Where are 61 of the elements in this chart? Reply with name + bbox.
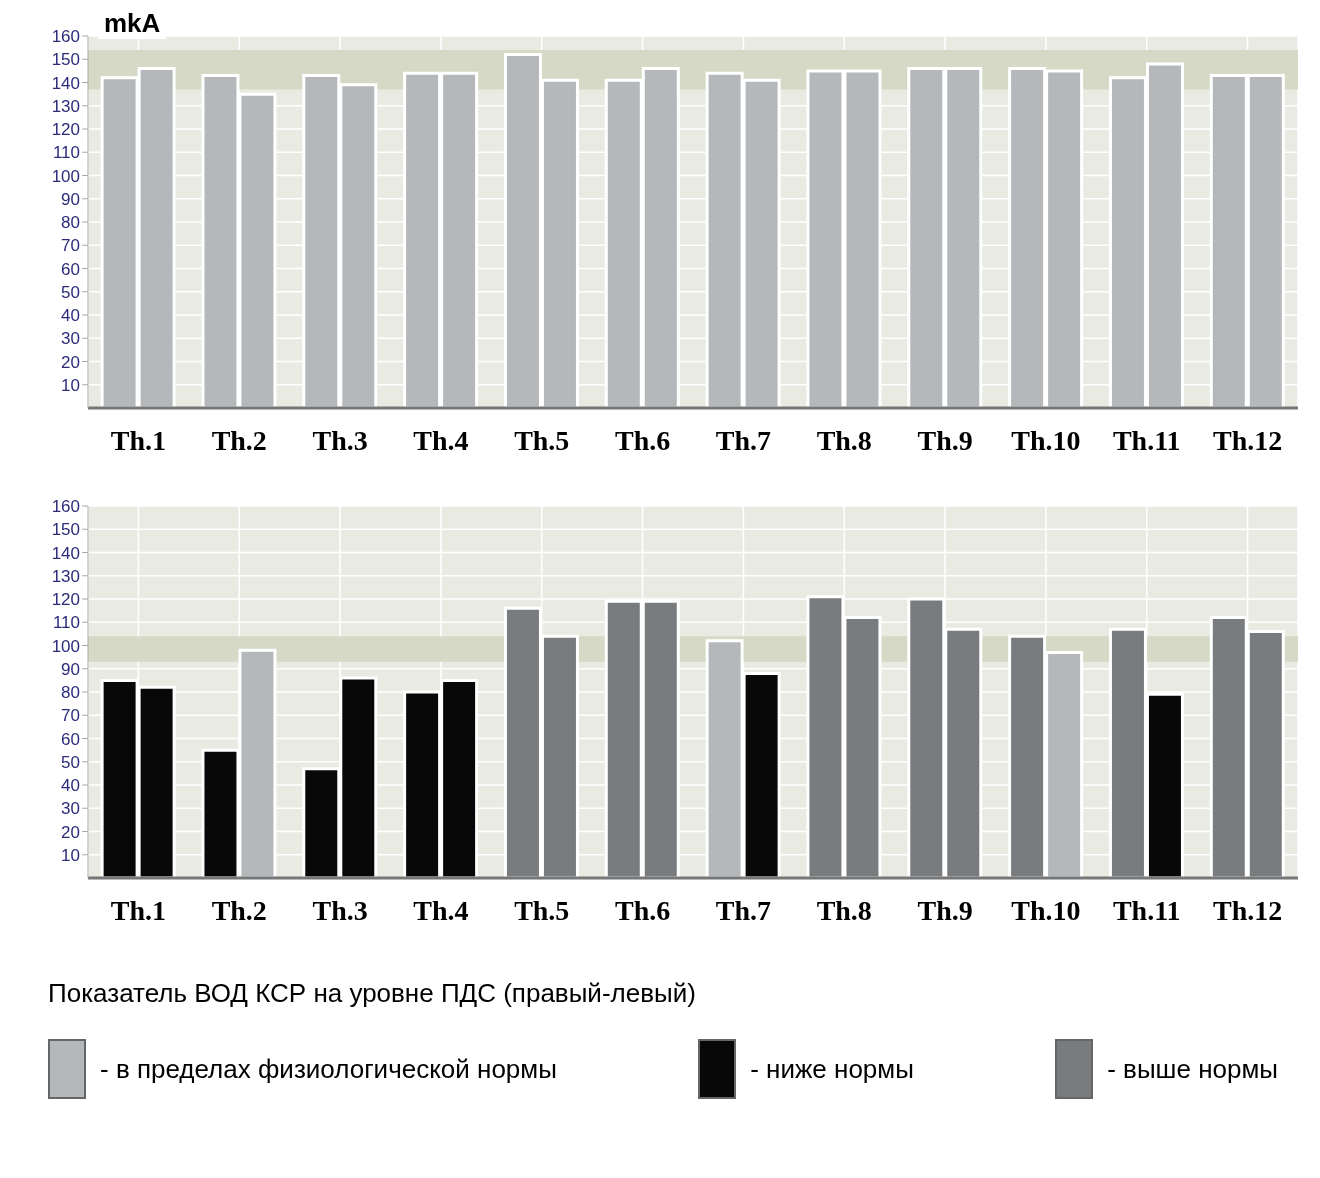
- y-tick-label: 120: [51, 590, 80, 610]
- x-tick-label: Th.10: [1011, 894, 1081, 926]
- x-tick-label: Th.6: [614, 894, 671, 926]
- y-tick-label: 20: [61, 822, 80, 842]
- x-tick-label: Th.7: [715, 424, 772, 456]
- x-tick-label: Th.8: [816, 424, 872, 456]
- x-tick-label: Th.6: [614, 424, 671, 456]
- y-tick-label: 40: [61, 776, 80, 796]
- y-tick-label: 40: [61, 306, 80, 326]
- y-tick-label: 60: [61, 729, 80, 749]
- y-tick-label: 110: [52, 143, 80, 163]
- x-tick-label: Th.9: [917, 424, 973, 456]
- x-tick-label: Th.5: [514, 424, 570, 456]
- x-tick-label: Th.4: [413, 424, 469, 456]
- y-tick-label: 10: [61, 845, 80, 865]
- x-tick-label: Th.7: [715, 894, 772, 926]
- y-tick-label: 140: [51, 543, 80, 563]
- x-tick-label: Th.4: [413, 894, 469, 926]
- y-tick-label: 110: [52, 613, 80, 633]
- y-tick-label: 60: [61, 259, 80, 279]
- x-tick-label: Th.12: [1212, 424, 1283, 456]
- x-tick-label: Th.2: [211, 424, 267, 456]
- y-tick-label: 30: [61, 329, 80, 349]
- y-tick-label: 120: [51, 120, 80, 140]
- x-tick-label: Th.2: [211, 894, 267, 926]
- text: - в пределах физиологической нормы: [100, 1053, 557, 1085]
- y-tick-label: 150: [51, 520, 80, 540]
- y-tick-label: 20: [61, 352, 80, 372]
- y-tick-label: 160: [51, 497, 80, 517]
- x-tick-label: Th.12: [1212, 894, 1283, 926]
- x-tick-label: Th.10: [1011, 424, 1081, 456]
- y-tick-label: 50: [61, 752, 80, 772]
- y-axis-title: mkA: [98, 8, 167, 39]
- x-tick-label: Th.9: [917, 894, 973, 926]
- y-tick-label: 130: [51, 96, 80, 116]
- y-tick-label: 160: [51, 27, 80, 47]
- y-tick-label: 150: [51, 50, 80, 70]
- x-tick-label: Th.3: [312, 894, 368, 926]
- y-tick-label: 100: [51, 636, 80, 656]
- y-tick-label: 80: [61, 213, 80, 233]
- x-tick-label: Th.1: [110, 424, 167, 456]
- text: - ниже нормы: [750, 1053, 914, 1085]
- x-tick-label: Th.1: [110, 894, 167, 926]
- y-tick-label: 80: [61, 683, 80, 703]
- y-tick-label: 140: [51, 73, 80, 93]
- y-tick-label: 100: [51, 166, 80, 186]
- y-tick-label: 10: [61, 375, 80, 395]
- y-tick-label: 130: [51, 566, 80, 586]
- x-tick-label: Th.8: [816, 894, 872, 926]
- y-tick-label: 90: [61, 189, 80, 209]
- text: Показатель ВОД КСР на уровне ПДС (правый-левый): [48, 978, 697, 1009]
- y-tick-label: 90: [61, 659, 80, 679]
- y-tick-label: 70: [61, 706, 80, 726]
- y-tick-label: 30: [61, 799, 80, 819]
- x-tick-label: Th.11: [1112, 894, 1181, 926]
- y-tick-label: 70: [61, 236, 80, 256]
- y-tick-label: 50: [61, 282, 80, 302]
- x-tick-label: Th.3: [312, 424, 368, 456]
- x-tick-label: Th.11: [1112, 424, 1181, 456]
- x-tick-label: Th.5: [514, 894, 570, 926]
- text: - выше нормы: [1107, 1053, 1278, 1085]
